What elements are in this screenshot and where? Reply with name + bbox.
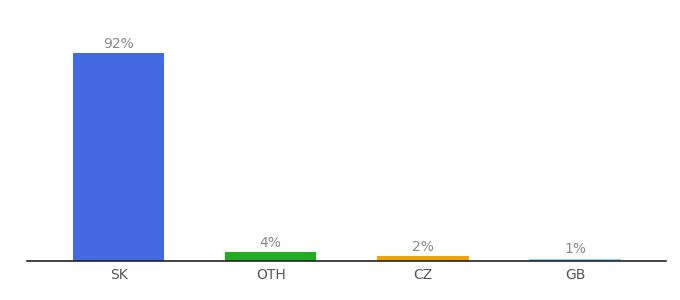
Text: 92%: 92% xyxy=(103,37,134,51)
Bar xyxy=(225,252,316,261)
Bar xyxy=(377,256,469,261)
Text: 2%: 2% xyxy=(412,240,434,254)
Text: 4%: 4% xyxy=(260,236,282,250)
Bar xyxy=(530,259,621,261)
Bar xyxy=(73,53,164,261)
Text: 1%: 1% xyxy=(564,242,586,256)
